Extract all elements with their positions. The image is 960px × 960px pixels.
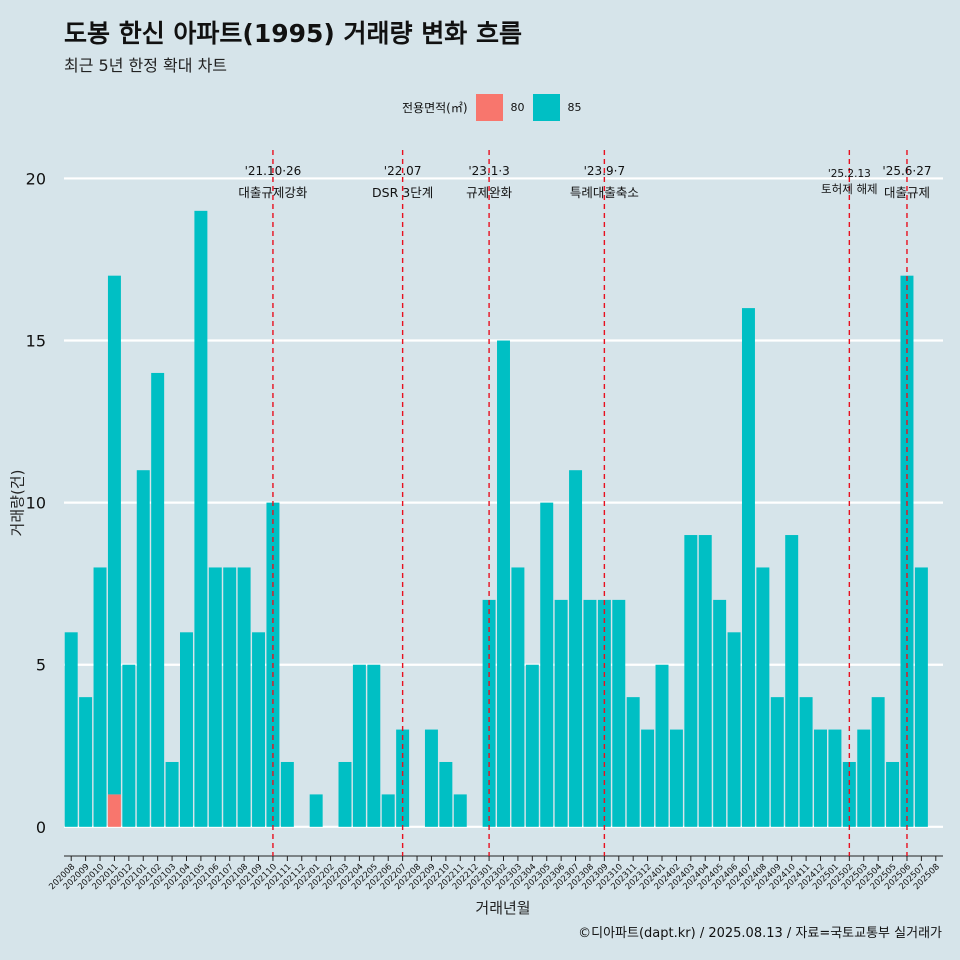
bar-85-202207 (396, 729, 410, 827)
bar-85-202209 (424, 729, 438, 827)
bar-85-202409 (770, 697, 784, 827)
bar-85-202111 (280, 761, 294, 827)
event-date-202301: '23.1·3 (468, 164, 509, 178)
bar-85-202307 (569, 470, 583, 827)
bar-85-202506 (900, 275, 914, 827)
bar-85-202310 (612, 599, 626, 827)
bar-85-202103 (165, 761, 179, 827)
bar-85-202401 (655, 664, 669, 827)
bar-85-202507 (914, 567, 928, 827)
bar-85-202107 (223, 567, 237, 827)
bar-85-202308 (583, 599, 597, 827)
bar-85-202403 (684, 535, 698, 827)
bar-85-202302 (497, 340, 510, 827)
bar-85-202106 (208, 567, 222, 827)
bar-85-202201 (309, 794, 323, 827)
bar-85-202203 (338, 761, 352, 827)
event-label-202301: 규제완화 (466, 185, 513, 200)
y-tick-label-0: 0 (36, 818, 46, 837)
bar-80-202011 (107, 794, 121, 827)
bar-85-202211 (453, 794, 467, 827)
y-axis-label: 거래량(건) (8, 469, 27, 537)
bar-85-202411 (799, 697, 813, 827)
bar-85-202504 (871, 697, 885, 827)
bar-85-202104 (179, 632, 193, 827)
bar-85-202301 (482, 599, 496, 827)
legend-label-85: 85 (567, 100, 582, 114)
bar-85-202205 (367, 664, 381, 827)
bar-85-202102 (151, 372, 165, 827)
bar-85-202501 (828, 729, 842, 827)
chart-title: 도봉 한신 아파트(1995) 거래량 변화 흐름 (64, 19, 522, 48)
legend: 전용면적(㎡) 80 85 (402, 93, 590, 121)
bar-85-202404 (698, 535, 712, 827)
y-tick-label-20: 20 (26, 169, 46, 188)
chart-subtitle: 최근 5년 한정 확대 차트 (64, 56, 228, 75)
x-axis-label: 거래년월 (475, 899, 531, 917)
event-date-202110: '21.10·26 (245, 164, 302, 178)
legend-key-85 (532, 93, 560, 121)
event-label-202309: 특례대출축소 (570, 185, 639, 200)
bar-85-202311 (626, 697, 640, 827)
bar-85-202306 (554, 599, 568, 827)
event-date-202207: '22.07 (384, 164, 422, 178)
bar-85-202101 (136, 470, 150, 827)
bar-85-202408 (756, 567, 770, 827)
bar-85-202206 (381, 794, 395, 827)
bar-85-202009 (79, 697, 93, 827)
event-label-202110: 대출규제강화 (238, 185, 308, 200)
bar-85-202010 (93, 567, 107, 827)
bar-85-202204 (352, 664, 366, 827)
event-label-202506: 대출규제 (884, 185, 930, 200)
legend-title: 전용면적(㎡) (402, 100, 468, 115)
source-caption: ©디아파트(dapt.kr) / 2025.08.13 / 자료=국토교통부 실… (578, 926, 942, 941)
bar-85-202503 (857, 729, 871, 827)
bar-85-202407 (741, 308, 755, 827)
bar-85-202312 (641, 729, 655, 827)
bar-85-202412 (814, 729, 828, 827)
bar-85-202505 (886, 761, 900, 827)
bar-85-202210 (439, 761, 453, 827)
y-tick-label-10: 10 (26, 494, 46, 513)
bar-85-202304 (525, 664, 539, 827)
bar-85-202502 (842, 761, 856, 827)
bar-85-202011 (107, 275, 121, 795)
legend-label-80: 80 (510, 100, 525, 114)
event-label-202502: 토허제 해제 (821, 182, 878, 196)
bar-85-202108 (237, 567, 251, 827)
bar-85-202405 (713, 599, 727, 827)
legend-key-80 (475, 93, 503, 121)
event-date-202502: '25.2.13 (828, 168, 871, 180)
bar-85-202406 (727, 632, 741, 827)
bar-85-202303 (511, 567, 525, 827)
bar-85-202309 (597, 599, 611, 827)
bar-85-202105 (194, 210, 208, 827)
y-tick-label-15: 15 (26, 332, 46, 351)
bar-85-202402 (669, 729, 683, 827)
y-tick-label-5: 5 (36, 656, 46, 675)
event-label-202207: DSR 3단계 (372, 185, 433, 200)
bar-85-202012 (122, 664, 136, 827)
bar-85-202305 (540, 502, 554, 827)
bar-85-202410 (785, 535, 799, 827)
event-date-202309: '23.9·7 (584, 164, 625, 178)
event-date-202506: '25.6·27 (882, 164, 931, 178)
bar-85-202008 (64, 632, 78, 827)
bar-85-202109 (252, 632, 266, 827)
